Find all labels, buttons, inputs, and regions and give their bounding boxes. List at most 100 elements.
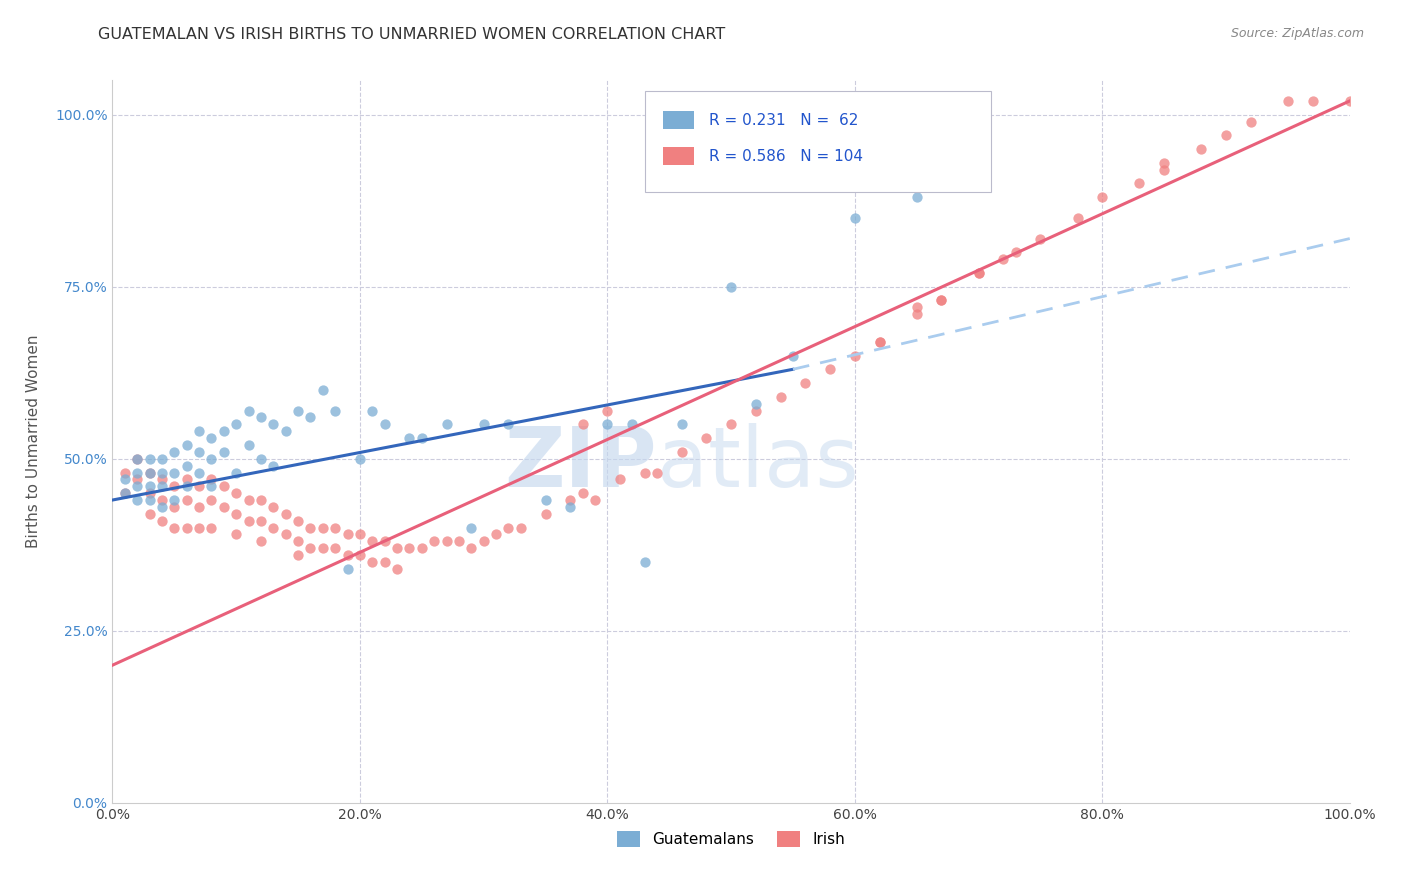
Point — [460, 541, 482, 556]
Text: GUATEMALAN VS IRISH BIRTHS TO UNMARRIED WOMEN CORRELATION CHART: GUATEMALAN VS IRISH BIRTHS TO UNMARRIED … — [98, 27, 725, 42]
Point — [200, 479, 222, 493]
Point — [869, 334, 891, 349]
Point — [769, 390, 792, 404]
Point — [583, 493, 606, 508]
Point — [498, 520, 520, 534]
Point — [138, 466, 160, 480]
Point — [374, 555, 396, 569]
Point — [274, 527, 297, 541]
Point — [163, 500, 186, 514]
Point — [460, 520, 482, 534]
Point — [323, 520, 346, 534]
Bar — [664, 111, 695, 129]
Point — [411, 541, 433, 556]
Point — [361, 555, 384, 569]
Point — [176, 520, 198, 534]
Point — [349, 527, 371, 541]
Point — [200, 472, 222, 486]
Point — [200, 520, 222, 534]
Point — [127, 451, 149, 466]
Point — [844, 211, 866, 225]
Point — [150, 500, 173, 514]
Point — [374, 534, 396, 549]
Point — [1091, 190, 1114, 204]
Point — [200, 431, 222, 445]
Point — [745, 397, 768, 411]
Point — [560, 500, 582, 514]
Point — [794, 376, 817, 390]
Point — [1277, 94, 1299, 108]
Point — [225, 486, 247, 500]
Point — [163, 445, 186, 459]
Point — [695, 431, 717, 445]
Point — [188, 424, 211, 438]
Point — [212, 500, 235, 514]
Text: ZIP: ZIP — [505, 423, 657, 504]
Point — [336, 548, 359, 562]
Point — [138, 493, 160, 508]
Point — [905, 190, 928, 204]
Point — [671, 417, 693, 432]
Point — [176, 493, 198, 508]
Point — [361, 403, 384, 417]
Point — [385, 541, 408, 556]
Point — [436, 417, 458, 432]
Point — [238, 514, 260, 528]
Point — [150, 466, 173, 480]
Point — [287, 534, 309, 549]
Point — [225, 417, 247, 432]
Point — [472, 534, 495, 549]
Point — [127, 466, 149, 480]
Point — [1189, 142, 1212, 156]
Point — [138, 486, 160, 500]
Point — [905, 301, 928, 315]
Point — [336, 562, 359, 576]
Point — [621, 417, 644, 432]
Point — [127, 479, 149, 493]
Point — [287, 403, 309, 417]
Text: R = 0.586   N = 104: R = 0.586 N = 104 — [709, 149, 863, 163]
Point — [163, 466, 186, 480]
Point — [349, 548, 371, 562]
Point — [633, 555, 655, 569]
Point — [200, 493, 222, 508]
Point — [993, 252, 1015, 267]
Point — [250, 493, 273, 508]
Point — [299, 541, 322, 556]
Point — [225, 466, 247, 480]
Legend: Guatemalans, Irish: Guatemalans, Irish — [612, 825, 851, 853]
Point — [312, 383, 335, 397]
Point — [238, 493, 260, 508]
Point — [250, 514, 273, 528]
FancyBboxPatch shape — [644, 91, 991, 193]
Point — [398, 541, 420, 556]
Point — [262, 520, 284, 534]
Point — [250, 451, 273, 466]
Text: atlas: atlas — [657, 423, 859, 504]
Point — [262, 500, 284, 514]
Point — [436, 534, 458, 549]
Point — [188, 500, 211, 514]
Point — [127, 493, 149, 508]
Point — [176, 479, 198, 493]
Point — [150, 451, 173, 466]
Point — [323, 541, 346, 556]
Point — [374, 417, 396, 432]
Point — [1128, 177, 1150, 191]
Point — [534, 507, 557, 521]
Point — [571, 417, 593, 432]
Point — [138, 466, 160, 480]
Point — [560, 493, 582, 508]
Point — [176, 472, 198, 486]
Point — [238, 403, 260, 417]
Text: Source: ZipAtlas.com: Source: ZipAtlas.com — [1230, 27, 1364, 40]
Point — [1153, 156, 1175, 170]
Point — [262, 417, 284, 432]
Point — [336, 527, 359, 541]
Y-axis label: Births to Unmarried Women: Births to Unmarried Women — [27, 334, 41, 549]
Point — [571, 486, 593, 500]
Point — [250, 410, 273, 425]
Point — [150, 472, 173, 486]
Point — [498, 417, 520, 432]
Point — [931, 293, 953, 308]
